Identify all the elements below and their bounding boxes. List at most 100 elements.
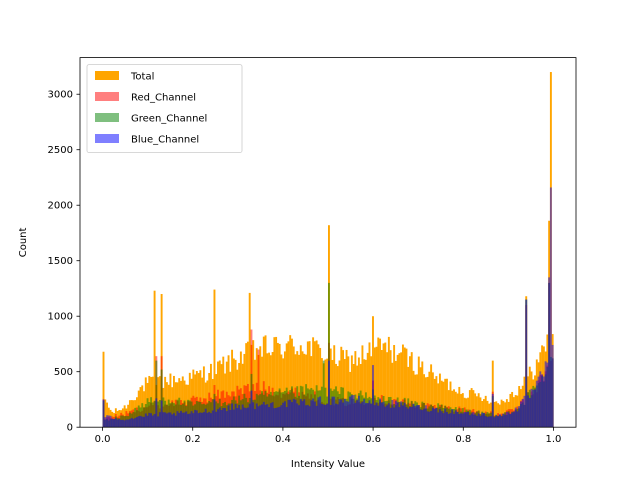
- histogram-bar: [250, 390, 253, 428]
- histogram-bar: [165, 413, 168, 428]
- histogram-bar: [354, 402, 357, 428]
- histogram-bar: [532, 389, 535, 428]
- histogram-bar: [437, 412, 440, 428]
- y-tick-label: 2000: [48, 201, 73, 212]
- histogram-bar: [370, 356, 373, 428]
- histogram-bar: [283, 351, 286, 428]
- legend-swatch-green-channel: [95, 113, 119, 122]
- histogram-bar: [209, 363, 212, 428]
- histogram-bar: [444, 378, 447, 428]
- histogram-bar: [213, 289, 216, 428]
- histogram-bar: [139, 387, 142, 428]
- histogram-bar: [232, 409, 235, 428]
- histogram-bar: [190, 411, 193, 428]
- histogram-bar: [504, 414, 507, 428]
- histogram-bar: [511, 412, 514, 428]
- histogram-bar: [141, 403, 144, 428]
- histogram-bar: [213, 399, 216, 428]
- histogram-bar: [164, 412, 167, 428]
- histogram-bar: [298, 405, 300, 428]
- histogram-bar: [456, 411, 459, 428]
- legend-frame: [86, 64, 243, 153]
- histogram-bar: [435, 376, 438, 428]
- histogram-bar: [248, 292, 251, 428]
- histogram-bar: [319, 396, 322, 428]
- histogram-bar: [541, 374, 544, 428]
- histogram-bar: [428, 371, 431, 428]
- histogram-bar: [446, 412, 448, 428]
- histogram-bar: [153, 400, 156, 428]
- histogram-bar: [185, 411, 188, 428]
- histogram-bar: [144, 413, 147, 428]
- histogram-bar: [217, 409, 219, 428]
- histogram-bar: [461, 413, 464, 428]
- histogram-bar: [127, 419, 130, 428]
- histogram-bar: [151, 402, 154, 428]
- histogram-bar: [187, 399, 189, 428]
- histogram-bar: [394, 360, 397, 428]
- histogram-bar: [215, 411, 218, 428]
- histogram-bar: [148, 412, 151, 428]
- histogram-bar: [160, 400, 163, 428]
- histogram-bar: [241, 404, 244, 428]
- histogram-bar: [183, 412, 186, 428]
- histogram-bar: [209, 413, 212, 428]
- histogram-bar: [162, 412, 165, 428]
- histogram-bar: [428, 411, 431, 428]
- histogram-bar: [519, 401, 522, 428]
- histogram-bar: [220, 410, 223, 428]
- x-tick-label: 0.4: [275, 434, 291, 445]
- histogram-bar: [176, 411, 179, 428]
- histogram-bar: [287, 399, 290, 428]
- x-axis-ticks: 0.0 0.2 0.4 0.6 0.8 1.0: [95, 427, 561, 445]
- histogram-bar: [324, 404, 327, 428]
- histogram-bar: [433, 408, 436, 428]
- histogram-bar: [551, 344, 554, 428]
- histogram-bar: [102, 351, 105, 428]
- histogram-bar: [361, 345, 364, 428]
- histogram-bar: [262, 401, 265, 428]
- histogram-bar: [417, 356, 420, 428]
- histogram-bar: [453, 413, 455, 428]
- histogram-bar: [136, 417, 138, 428]
- histogram-bar: [312, 337, 315, 428]
- histogram-bar: [379, 398, 381, 428]
- histogram-bar: [419, 409, 422, 428]
- histogram-bar: [227, 355, 230, 428]
- histogram-bar: [222, 408, 225, 428]
- histogram-bar: [259, 346, 262, 428]
- histogram-bar: [410, 406, 413, 428]
- histogram-bar: [364, 402, 367, 428]
- histogram-bar: [227, 405, 230, 428]
- histogram-bar: [472, 412, 475, 428]
- histogram-bar: [257, 349, 260, 428]
- histogram-bar: [211, 410, 214, 428]
- histogram-bar: [181, 376, 184, 428]
- histogram-bar: [155, 360, 158, 428]
- histogram-bar: [366, 352, 369, 428]
- histogram-bar: [328, 282, 330, 428]
- histogram-bar: [382, 401, 385, 428]
- histogram-bar: [500, 399, 503, 428]
- histogram-bar: [488, 416, 491, 428]
- histogram-bar: [417, 405, 420, 428]
- histogram-bar: [276, 407, 279, 428]
- histogram-bar: [438, 373, 441, 428]
- histogram-bar: [340, 346, 343, 428]
- histogram-bar: [289, 399, 292, 428]
- histogram-bar: [206, 412, 209, 428]
- histogram-bar: [356, 365, 359, 428]
- y-tick-label: 2500: [48, 145, 73, 156]
- histogram-bar: [173, 375, 175, 428]
- histogram-bar: [173, 413, 175, 428]
- histogram-bar: [315, 405, 318, 428]
- histogram-bar: [396, 354, 399, 428]
- legend: Total Red_Channel Green_Channel Blue_Channe…: [86, 64, 243, 153]
- histogram-bar: [349, 396, 352, 428]
- histogram-bars: [102, 72, 554, 428]
- histogram-bar: [275, 336, 278, 428]
- histogram-bar: [326, 403, 329, 428]
- histogram-bar: [546, 362, 549, 428]
- histogram-bar: [130, 417, 133, 428]
- histogram-bar: [310, 400, 313, 428]
